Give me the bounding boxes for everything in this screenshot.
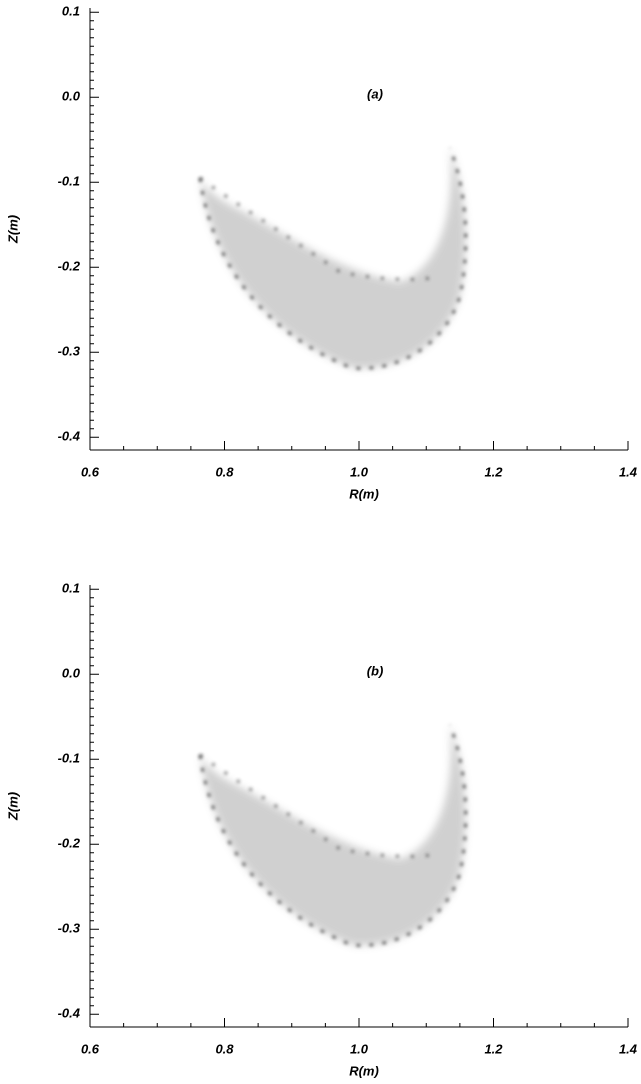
- density-edge: [198, 147, 468, 370]
- panel: 0.1 0.0 -0.1 -0.2 -0.3 -0.4 0.6 0.8 1.0 1.2 1.4 R(m…: [5, 581, 637, 1079]
- x-tick-label: 0.8: [215, 464, 234, 479]
- y-tick-label: 0.1: [62, 4, 80, 19]
- x-tick-label: 1.0: [350, 1041, 369, 1056]
- x-tick-label: 1.4: [619, 1041, 638, 1056]
- density-image: [200, 725, 466, 946]
- x-tick-label: 0.6: [81, 464, 100, 479]
- x-tick-label: 1.0: [350, 464, 369, 479]
- x-axis-label: R(m): [349, 486, 379, 501]
- density-edge: [198, 724, 468, 947]
- x-axis-label: R(m): [349, 1063, 379, 1078]
- y-tick-label: -0.3: [58, 921, 81, 936]
- x-tick-label: 1.4: [619, 464, 638, 479]
- panel-label: (b): [367, 663, 384, 678]
- y-axis-label: Z(m): [5, 792, 20, 821]
- x-tick-label: 1.2: [484, 1041, 503, 1056]
- y-tick-label: 0.0: [62, 89, 81, 104]
- x-tick-label: 0.6: [81, 1041, 100, 1056]
- y-tick-label: -0.3: [58, 344, 81, 359]
- y-tick-label: 0.1: [62, 581, 80, 596]
- panel: 0.1 0.0 -0.1 -0.2 -0.3 -0.4 0.6 0.8 1.0 1.2 1.4 R(m…: [5, 4, 637, 502]
- y-tick-label: -0.1: [58, 751, 80, 766]
- x-tick-label: 0.8: [215, 1041, 234, 1056]
- y-tick-label: -0.2: [58, 259, 81, 274]
- density-image: [200, 148, 466, 369]
- x-tick-label: 1.2: [484, 464, 503, 479]
- y-tick-label: -0.4: [58, 429, 81, 444]
- panel-label: (a): [367, 86, 383, 101]
- y-tick-label: 0.0: [62, 666, 81, 681]
- y-tick-label: -0.4: [58, 1006, 81, 1021]
- y-tick-label: -0.2: [58, 836, 81, 851]
- y-axis-label: Z(m): [5, 215, 20, 244]
- y-tick-label: -0.1: [58, 174, 80, 189]
